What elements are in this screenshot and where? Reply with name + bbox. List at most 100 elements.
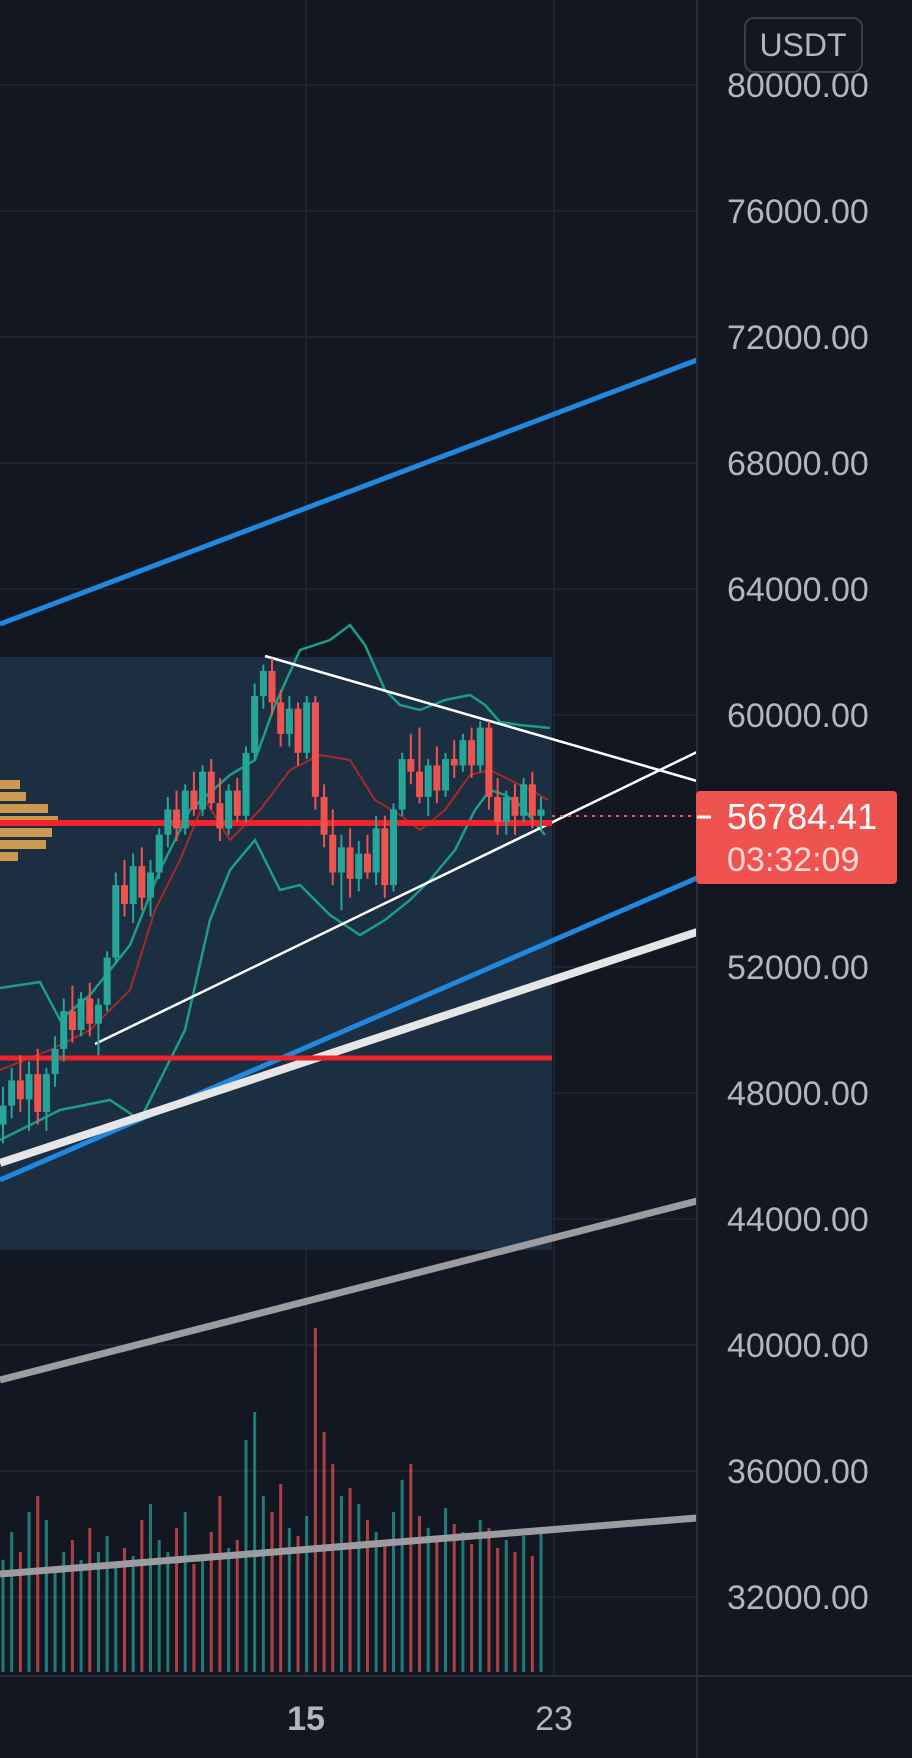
- candle-body: [86, 998, 94, 1024]
- candle: [233, 778, 241, 823]
- candle: [42, 1067, 50, 1131]
- candle: [502, 790, 510, 835]
- volume-profile-bar: [0, 804, 48, 813]
- volume-bar: [452, 1524, 456, 1672]
- candle: [0, 1086, 7, 1144]
- price-tick-label: 80000.00: [727, 67, 869, 105]
- candle: [511, 784, 519, 835]
- volume-bar: [53, 1568, 57, 1672]
- candle: [416, 727, 424, 804]
- candle: [8, 1067, 16, 1119]
- candle: [181, 784, 189, 835]
- currency-label: USDT: [759, 27, 846, 63]
- volume-bar: [305, 1516, 309, 1672]
- candle-body: [225, 790, 233, 829]
- triangle-lower-trendline: [94, 750, 698, 1046]
- volume-bar: [157, 1540, 161, 1672]
- candle: [251, 683, 259, 760]
- volume-bar: [27, 1512, 31, 1672]
- candle: [468, 727, 476, 778]
- candle: [303, 696, 311, 760]
- candle-body: [103, 957, 111, 1005]
- volume-bar: [496, 1548, 500, 1672]
- volume-bar: [235, 1540, 239, 1672]
- candle-body: [259, 670, 267, 697]
- currency-button[interactable]: USDT: [744, 17, 863, 73]
- volume-bar: [513, 1552, 517, 1672]
- candle: [363, 834, 371, 879]
- candlestick-series: [0, 658, 545, 1144]
- candle-body: [511, 796, 519, 816]
- volume-bar: [365, 1520, 369, 1672]
- candle: [294, 702, 302, 766]
- candle-body: [268, 670, 276, 703]
- candle-body: [528, 784, 536, 816]
- price-tick-label: 40000.00: [727, 1327, 869, 1365]
- volume-bar: [183, 1512, 187, 1672]
- candle: [346, 828, 354, 898]
- volume-bar: [218, 1496, 222, 1672]
- candle-body: [34, 1074, 42, 1112]
- volume-bar: [105, 1536, 109, 1672]
- candle: [120, 859, 128, 917]
- last-price-box: [696, 791, 897, 884]
- candle-body: [337, 847, 345, 873]
- candle-body: [433, 765, 441, 791]
- bollinger-lower: [0, 788, 546, 1142]
- candle-body: [502, 796, 510, 823]
- long-trendline-gray-upper: [0, 1197, 698, 1384]
- long-trendline-white: [0, 928, 699, 1167]
- candle-body: [537, 809, 545, 816]
- candle-body: [207, 771, 215, 804]
- candle-body: [233, 790, 241, 816]
- price-tick-label: 60000.00: [727, 697, 869, 735]
- candle-body: [242, 752, 250, 816]
- last-price-label: 56784.41 03:32:09: [696, 791, 897, 884]
- volume-bar: [487, 1528, 491, 1672]
- candle: [476, 721, 484, 772]
- channel-lower-line: [0, 875, 698, 1183]
- price-tick-label: 48000.00: [727, 1075, 869, 1113]
- volume-bar: [1, 1560, 5, 1672]
- volume-bar: [209, 1532, 213, 1672]
- candle: [207, 759, 215, 810]
- volume-profile-bar: [0, 792, 26, 801]
- candle: [442, 752, 450, 797]
- volume-bar: [287, 1528, 291, 1672]
- candle-body: [77, 998, 85, 1030]
- long-trendline-gray-lower: [0, 1514, 698, 1578]
- candle: [450, 740, 458, 778]
- candle: [86, 982, 94, 1037]
- candle-body: [459, 740, 467, 766]
- candle: [225, 784, 233, 835]
- price-axis[interactable]: 80000.00 76000.00 72000.00 68000.00 64000.00…: [727, 67, 869, 1617]
- triangle-upper-trendline: [264, 654, 698, 783]
- candle-body: [277, 702, 285, 734]
- volume-bar: [522, 1536, 526, 1672]
- volume-bar: [79, 1560, 83, 1672]
- candle-body: [138, 866, 146, 898]
- candle-body: [16, 1080, 24, 1100]
- candle: [112, 872, 120, 964]
- candle-body: [442, 759, 450, 791]
- candle-body: [112, 885, 120, 958]
- price-tick-label: 32000.00: [727, 1579, 869, 1617]
- volume-bar: [418, 1516, 422, 1672]
- time-axis[interactable]: 15 23: [287, 1700, 573, 1738]
- candle: [16, 1055, 24, 1112]
- candle: [242, 746, 250, 823]
- volume-bar: [426, 1528, 430, 1672]
- candle: [398, 752, 406, 816]
- candle: [25, 1061, 33, 1131]
- candle: [147, 859, 155, 917]
- candle-body: [346, 847, 354, 879]
- candle: [528, 771, 536, 829]
- candle: [494, 778, 502, 835]
- volume-bar: [400, 1480, 404, 1672]
- volume-bar: [539, 1528, 543, 1672]
- candle: [337, 834, 345, 911]
- volume-bar: [391, 1512, 395, 1672]
- bollinger-basis: [0, 753, 549, 1071]
- candle-body: [416, 771, 424, 797]
